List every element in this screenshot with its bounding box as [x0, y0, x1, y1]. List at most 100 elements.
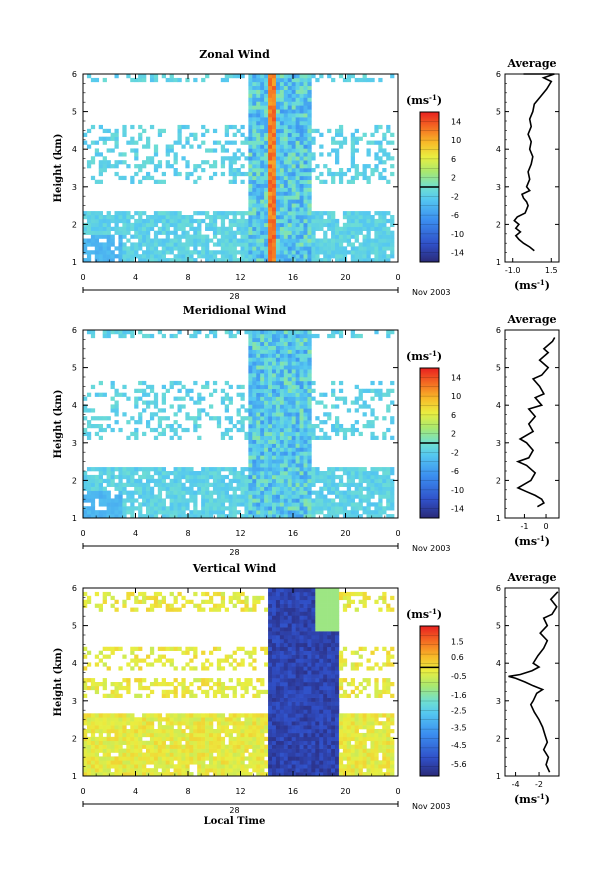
- heat-cell: [90, 218, 96, 224]
- heat-cell: [236, 218, 241, 224]
- heat-cell: [110, 603, 115, 608]
- heat-cell: [212, 471, 218, 476]
- heat-cell: [299, 132, 304, 137]
- heat-cell: [240, 736, 245, 742]
- heat-cell: [311, 156, 316, 161]
- heat-cell: [110, 721, 115, 726]
- heat-cell: [102, 682, 107, 687]
- heat-cell: [354, 471, 359, 476]
- heat-cell: [142, 74, 147, 79]
- heat-cell: [94, 685, 100, 691]
- heat-cell: [370, 431, 375, 437]
- heat-cell: [311, 218, 316, 224]
- heat-cell: [287, 486, 292, 491]
- heat-cell: [291, 463, 296, 468]
- heat-cell: [382, 238, 387, 243]
- heat-cell: [189, 467, 194, 472]
- heat-cell: [264, 121, 269, 126]
- heat-cell: [102, 242, 107, 247]
- heat-cell: [370, 238, 375, 243]
- heat-cell: [264, 81, 269, 87]
- heat-cell: [216, 591, 222, 597]
- heat-cell: [138, 768, 143, 773]
- heat-cell: [303, 377, 308, 382]
- heat-cell: [216, 510, 222, 515]
- heat-cell: [138, 666, 143, 671]
- heat-cell: [201, 510, 206, 515]
- heat-cell: [319, 74, 324, 79]
- heat-cell: [142, 226, 147, 231]
- heat-cell: [90, 408, 96, 413]
- heat-cell: [94, 478, 100, 484]
- heat-cell: [256, 191, 261, 196]
- heat-cell: [299, 81, 304, 87]
- heat-cell: [252, 736, 257, 742]
- heat-cell: [216, 666, 222, 671]
- heat-cell: [146, 218, 151, 224]
- heat-cell: [240, 215, 245, 220]
- heat-cell: [212, 713, 218, 718]
- heat-cell: [240, 416, 245, 421]
- heat-cell: [157, 502, 163, 507]
- heat-cell: [256, 764, 261, 769]
- heat-cell: [205, 689, 210, 695]
- heat-cell: [236, 591, 241, 597]
- heat-cell: [134, 242, 139, 247]
- heat-cell: [307, 81, 312, 87]
- heat-cell: [279, 234, 285, 239]
- heat-cell: [83, 404, 88, 409]
- heat-cell: [149, 238, 155, 243]
- heat-cell: [386, 478, 391, 484]
- heat-cell: [272, 179, 277, 184]
- heat-cell: [303, 439, 308, 444]
- heat-cell: [275, 195, 281, 200]
- heat-cell: [122, 725, 127, 730]
- heat-cell: [224, 148, 229, 153]
- heat-cell: [224, 230, 229, 235]
- heat-cell: [149, 506, 155, 511]
- heat-cell: [319, 400, 324, 405]
- heat-cell: [260, 439, 265, 444]
- heat-cell: [126, 478, 131, 484]
- heat-cell: [370, 215, 375, 220]
- heat-cell: [260, 203, 265, 208]
- heat-cell: [283, 412, 289, 417]
- heat-cell: [264, 482, 269, 487]
- heat-cell: [303, 230, 308, 235]
- heat-cell: [303, 242, 308, 247]
- heat-cell: [295, 164, 300, 169]
- heat-cell: [142, 230, 147, 235]
- heat-cell: [130, 215, 135, 220]
- heat-cell: [307, 124, 312, 130]
- heat-cell: [240, 179, 245, 184]
- heat-cell: [212, 607, 218, 612]
- heat-cell: [303, 168, 308, 173]
- heat-cell: [118, 471, 123, 476]
- heat-cell: [287, 132, 292, 137]
- heat-cell: [244, 502, 249, 507]
- heat-field: [83, 74, 395, 263]
- heat-cell: [173, 486, 178, 491]
- heat-cell: [244, 603, 249, 608]
- heat-cell: [181, 494, 186, 499]
- heat-cell: [248, 97, 253, 102]
- heat-cell: [303, 175, 308, 181]
- heat-cell: [142, 725, 147, 730]
- heat-cell: [378, 148, 383, 153]
- heat-cell: [315, 254, 320, 259]
- heat-cell: [216, 238, 222, 243]
- heat-cell: [264, 215, 269, 220]
- heat-cell: [102, 768, 107, 773]
- heat-cell: [209, 250, 214, 255]
- heat-cell: [149, 748, 155, 753]
- heat-cell: [181, 514, 186, 519]
- heat-cell: [260, 117, 265, 122]
- heat-cell: [260, 396, 265, 401]
- heat-cell: [114, 502, 119, 507]
- heat-cell: [240, 242, 245, 247]
- heat-cell: [157, 242, 163, 247]
- heat-cell: [90, 506, 96, 511]
- heat-cell: [331, 404, 336, 409]
- heat-cell: [205, 693, 210, 698]
- heat-cell: [114, 420, 119, 425]
